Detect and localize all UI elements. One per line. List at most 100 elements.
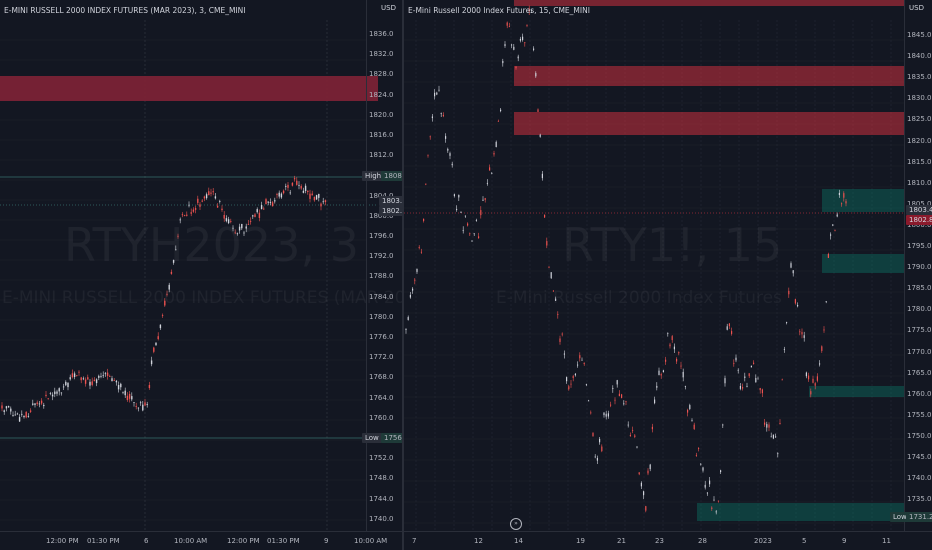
candle-body [731,331,733,334]
time-tick-label: 23 [655,537,664,545]
time-axis[interactable]: 12:00 PM 01:30 PM 6 10:00 AM 12:00 PM 01:30 P… [0,531,402,550]
candle-body [453,194,455,197]
candle-body [669,344,671,347]
candle-body [405,328,407,330]
candle-body [550,272,552,279]
candle-body [456,208,458,210]
candle-body [309,193,311,199]
time-tick-label: 12:00 PM [46,537,79,545]
candle-body [47,398,49,400]
chart-pane-right[interactable]: RTY1!, 15 E-Mini Russell 2000 Index Futu… [404,0,932,550]
price-tick-label: 1788.0 [369,272,394,281]
candle-body [535,73,537,77]
candle-body [599,438,601,443]
candle-body [462,230,464,231]
price-axis[interactable]: USD 1836.0 1832.0 1828.0 1824.0 1820.0 1816.0… [366,0,402,532]
candle-body [790,263,792,268]
candle-body [775,436,777,438]
candle-body [157,336,159,340]
candle-body [25,411,27,418]
candle-body [724,378,726,384]
candle-body [128,393,131,399]
candle-body [700,463,702,465]
price-tick-label: 1836.0 [369,30,394,38]
candle-body [23,415,25,418]
candle-body [627,424,629,426]
candle-body [590,412,592,414]
candle-body [51,394,54,397]
candle-body [504,44,506,47]
candle-body [623,403,625,405]
candle-body [605,413,607,417]
high-label-tag: High [362,171,385,181]
candle-body [451,163,453,166]
name-watermark: E-Mini Russell 2000 Index Futures [496,288,782,308]
candle-body [805,372,807,377]
candlestick-chart-left[interactable] [0,0,402,550]
price-tick-label: 1755.0 [907,410,932,419]
candle-body [522,36,524,40]
candle-body [513,46,515,50]
candle-body [797,305,799,307]
candle-body [168,284,170,290]
candle-body [436,92,438,95]
price-tick-label: 1810.0 [907,178,932,187]
candle-body [528,8,530,12]
candle-body [146,404,148,405]
candle-body [715,511,717,513]
candle-body [236,233,239,235]
candle-body [177,235,179,237]
candle-body [205,194,208,199]
candle-body [142,404,144,411]
candle-body [577,364,579,366]
candle-body [164,300,166,306]
pane-divider[interactable] [402,0,404,550]
candle-body [695,455,697,456]
time-tick-label: 10:00 AM [354,537,388,545]
time-tick-label: 01:30 PM [267,537,300,545]
last-price-tag: 1803.4 [379,196,402,206]
candle-body [69,377,71,380]
candle-body [14,414,16,416]
price-tick-label: 1792.0 [369,252,394,261]
candle-body [137,407,140,409]
candle-body [172,259,175,263]
candle-body [434,92,436,97]
symbol-watermark: RTYH2023, 3 [64,218,359,272]
candle-body [480,210,482,216]
candle-body [689,405,691,410]
price-tick-label: 1820.0 [907,136,932,145]
time-tick-label: 01:30 PM [87,537,120,545]
candle-body [245,226,247,229]
price-tick-label: 1772.0 [369,353,394,362]
candle-body [10,408,12,412]
candle-body [311,193,313,196]
candlestick-chart-right[interactable] [404,0,932,550]
low-value-tag: 1731.2 [906,512,932,522]
scroll-to-realtime-button[interactable]: » [510,518,522,530]
candle-body [418,247,420,249]
candle-body [212,191,214,193]
candle-body [276,194,278,195]
time-axis[interactable]: 7 12 14 19 21 23 28 2023 5 9 11 [404,531,932,550]
candle-body [662,370,664,373]
price-tick-label: 1735.0 [907,495,932,504]
candle-body [563,353,565,355]
low-value-tag: 1756.4 [381,433,402,443]
candle-body [750,365,752,368]
price-axis[interactable]: USD 1845.0 1840.0 1835.0 1830.0 1825.0 1820.0… [904,0,932,532]
time-tick-label: 10:00 AM [174,537,208,545]
low-label-tag: Low [362,433,382,443]
candle-body [647,470,649,474]
time-tick-label: 21 [617,537,626,545]
price-tick-label: 1825.0 [907,115,932,124]
candle-body [232,227,234,229]
candle-body [170,271,173,274]
candle-body [318,193,320,198]
chart-pane-left[interactable]: RTYH2023, 3 E-MINI RUSSELL 2000 INDEX FU… [0,0,402,550]
candle-body [728,323,730,327]
candle-body [1,405,3,409]
candle-body [449,153,451,156]
time-tick-label: 19 [576,537,585,545]
candle-body [777,453,779,455]
